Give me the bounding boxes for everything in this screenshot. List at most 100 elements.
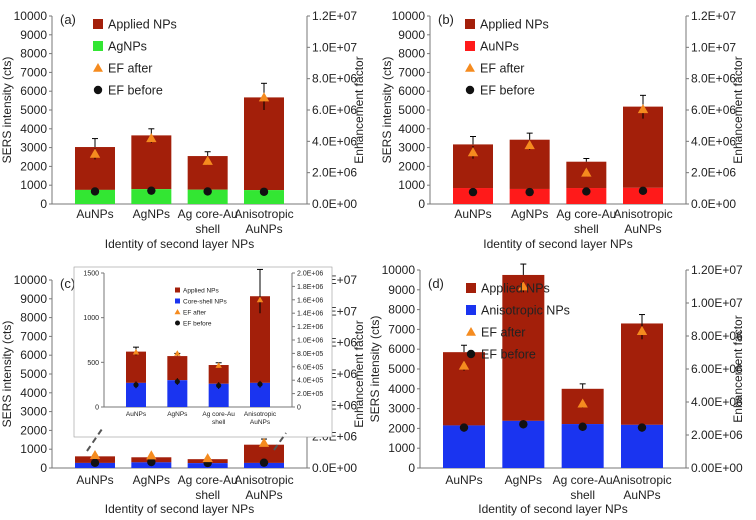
y-tick-label: 0: [418, 197, 425, 211]
legend-swatch-ef-after: [465, 63, 475, 72]
x-tick-label-line: Ag core-Au: [556, 207, 616, 221]
x-tick-label-line: Anisotropic: [613, 207, 672, 221]
x-tick-label: AuNPs: [126, 411, 147, 418]
y2-tick-label: 2.0E+06: [297, 271, 323, 278]
y-tick-label: 2000: [388, 421, 415, 435]
legend-swatch-1: [175, 298, 180, 304]
x-tick-label: Anisotropic AuNPs: [234, 207, 293, 236]
y2-tick-label: 0.0E+00: [312, 197, 357, 211]
ef-after-point-3: [258, 437, 270, 447]
ef-before-point-0: [90, 187, 100, 196]
y2-tick-label: 1.2E+06: [297, 324, 323, 331]
bar-applied-2: [208, 365, 229, 384]
y2-tick-label: 8.0E+05: [297, 351, 323, 358]
legend-swatch-ef-before: [93, 85, 103, 95]
legend-swatch-ef-after: [93, 63, 103, 72]
panel-label: (b): [438, 12, 454, 27]
y2-tick-label: 1.00E+07: [691, 296, 743, 310]
legend-label: EF after: [480, 62, 524, 76]
x-tick-label-line: AgNPs: [167, 411, 188, 418]
inset-connector-right: [273, 432, 287, 451]
bar-applied-1: [502, 274, 545, 421]
panel-c_inset: 0 500 1000 1500 0 2.0E+05 4.0E+05 6.0E+05 8.0E+0…: [73, 266, 333, 438]
legend-label: EF after: [183, 309, 207, 316]
legend-swatch-1: [465, 41, 475, 51]
y-tick-label: 1000: [398, 178, 425, 192]
y-tick-label: 1000: [20, 178, 47, 192]
x-tick-label-line: AuNPs: [250, 419, 271, 426]
x-tick-label-line: AuNPs: [76, 207, 113, 221]
ef-before-point-2: [203, 187, 212, 196]
y-tick-label: 8000: [20, 47, 47, 61]
x-tick-label-line: Ag core-Au: [202, 411, 235, 418]
legend-label: EF after: [481, 326, 525, 340]
ef-before-point-1: [174, 378, 180, 385]
ef-after-point-1: [518, 281, 529, 291]
y2-tick-label: 8.0E+06: [691, 72, 736, 86]
y2-tick-label: 1.0E+07: [691, 40, 736, 54]
legend-label: Applied NPs: [480, 18, 549, 32]
y2-tick-label: 1.0E+07: [312, 40, 357, 54]
legend-label: Applied NPs: [108, 18, 177, 32]
ef-before-point-3: [637, 423, 647, 432]
y-tick-label: 2000: [398, 159, 425, 173]
y2-tick-label: 1.0E+06: [297, 338, 323, 345]
x-tick-label-line: AuNPs: [623, 488, 660, 502]
bar-base-3: [244, 190, 284, 204]
legend: Applied NPs Core-shell NPs EF after EF befo…: [174, 287, 227, 327]
x-tick-label: AgNPs: [133, 473, 170, 487]
ef-after-point-2: [577, 398, 588, 408]
y-tick-label: 0: [95, 405, 99, 412]
x-tick-label: AgNPs: [505, 473, 542, 487]
y-tick-label: 5000: [20, 367, 47, 381]
inset-frame: [73, 266, 333, 438]
x-tick-label-line: AgNPs: [133, 473, 170, 487]
bar-base-3: [623, 187, 663, 204]
x-tick-label: Ag core-Au shell: [202, 411, 235, 426]
legend-swatch-0: [175, 287, 180, 293]
bar-base-0: [75, 189, 115, 204]
y-tick-label: 6000: [20, 348, 47, 362]
bar-applied-3: [244, 97, 284, 191]
legend-label: Applied NPs: [183, 287, 220, 294]
y-tick-label: 3000: [20, 405, 47, 419]
legend-label: EF before: [480, 84, 535, 98]
y2-tick-label: 2.00E+06: [691, 428, 743, 442]
y-tick-label: 6000: [20, 84, 47, 98]
y2-tick-label: 2.0E+05: [297, 391, 323, 398]
ef-after-point-3: [258, 92, 270, 102]
x-tick-label: Ag core-Au shell: [178, 207, 238, 236]
legend-swatch-ef-before: [466, 349, 476, 359]
y-tick-label: 4000: [398, 122, 425, 136]
x-tick-label-line: shell: [570, 488, 595, 502]
ef-before-point-0: [459, 423, 469, 432]
legend: Applied NPs AgNPs EF after EF before: [93, 18, 177, 98]
ef-after-point-2: [581, 167, 592, 177]
y-tick-label: 9000: [388, 283, 415, 297]
y-tick-label: 5000: [20, 103, 47, 117]
y-tick-label: 10000: [14, 273, 48, 287]
legend-label: Applied NPs: [481, 282, 550, 296]
ef-after-point-0: [89, 148, 101, 158]
y2-tick-label: 4.0E+05: [297, 378, 323, 385]
x-tick-label-line: Ag core-Au: [553, 473, 613, 487]
x-tick-label: AgNPs: [133, 207, 170, 221]
x-tick-label-line: AuNPs: [454, 207, 491, 221]
y-axis-title: SERS intensity (cts): [0, 57, 14, 164]
legend-label: AuNPs: [480, 40, 519, 54]
x-tick-label: AgNPs: [167, 411, 188, 418]
bar-base-0: [443, 425, 485, 468]
y2-axis-title: Enhancement factor: [731, 315, 745, 422]
legend: Applied NPs Anisotropic NPs EF after EF bef…: [466, 282, 570, 362]
y2-tick-label: 1.2E+07: [691, 9, 736, 23]
x-tick-label: Anisotropic AuNPs: [613, 207, 672, 236]
ef-after-point-0: [132, 348, 140, 355]
y-axis-title: SERS intensity (cts): [0, 321, 14, 428]
y-tick-label: 1500: [83, 271, 99, 278]
x-tick-label-line: AuNPs: [245, 222, 282, 236]
y-tick-label: 7000: [388, 322, 415, 336]
ef-after-point-0: [89, 449, 101, 460]
bar-applied-3: [623, 106, 663, 188]
bar-base-3: [621, 424, 663, 468]
y2-tick-label: 6.0E+06: [312, 103, 357, 117]
